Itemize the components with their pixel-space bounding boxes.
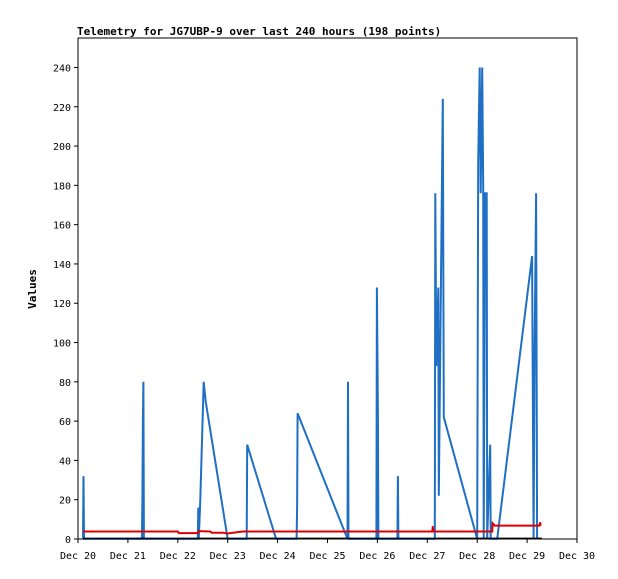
y-tick-label: 20 [59, 496, 71, 507]
y-axis: 0 20 40 60 80 100 120 140 160 180 200 220 240 [53, 63, 78, 546]
x-tick-label: Dec 22 [160, 551, 196, 562]
x-tick-label: Dec 28 [459, 551, 495, 562]
x-tick-label: Dec 27 [409, 551, 445, 562]
x-tick-label: Dec 24 [260, 551, 296, 562]
y-tick-label: 220 [53, 103, 71, 114]
y-tick-label: 100 [53, 339, 71, 350]
x-tick-label: Dec 20 [60, 551, 96, 562]
y-tick-label: 160 [53, 221, 71, 232]
x-tick-label: Dec 30 [559, 551, 595, 562]
y-tick-label: 180 [53, 181, 71, 192]
x-tick-label: Dec 25 [309, 551, 345, 562]
x-tick-label: Dec 23 [210, 551, 246, 562]
y-tick-label: 140 [53, 260, 71, 271]
y-tick-label: 80 [59, 378, 71, 389]
x-tick-label: Dec 21 [110, 551, 146, 562]
y-tick-label: 200 [53, 142, 71, 153]
x-tick-label: Dec 29 [509, 551, 545, 562]
chart-title: Telemetry for JG7UBP-9 over last 240 hou… [77, 25, 441, 38]
y-tick-label: 240 [53, 63, 71, 74]
series-line-2 [83, 520, 542, 535]
x-tick-label: Dec 26 [359, 551, 395, 562]
y-tick-label: 120 [53, 299, 71, 310]
plot-area [77, 37, 578, 540]
y-tick-label: 0 [65, 535, 71, 546]
y-tick-label: 60 [59, 417, 71, 428]
series-layer [82, 67, 543, 540]
x-axis: Dec 20 Dec 21 Dec 22 Dec 23 Dec 24 Dec 25 Dec … [60, 539, 595, 562]
y-axis-label: Values [26, 269, 39, 309]
y-tick-label: 40 [59, 456, 71, 467]
